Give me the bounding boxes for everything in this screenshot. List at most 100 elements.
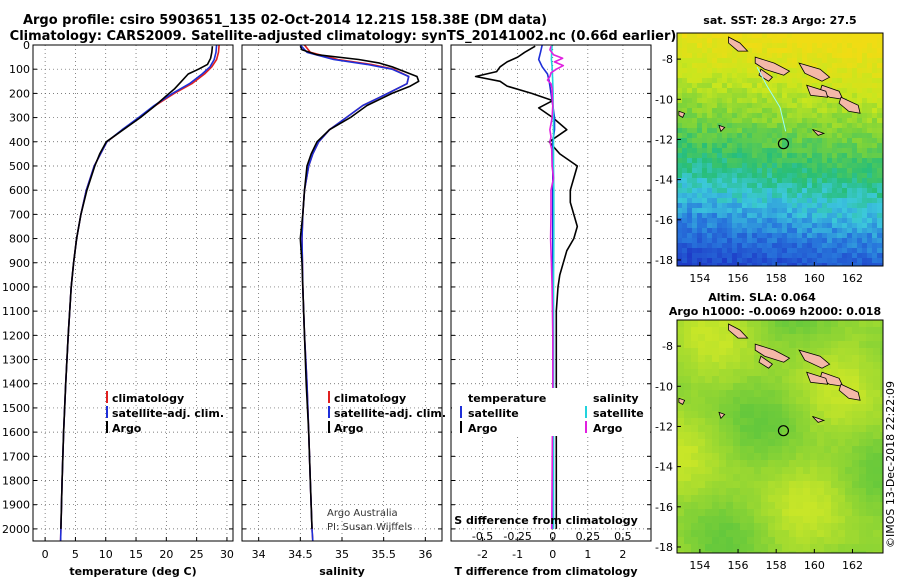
- map-cell: [702, 138, 708, 144]
- map-cell: [697, 143, 703, 149]
- difference-frame: [450, 44, 652, 542]
- map-cell: [852, 544, 860, 552]
- map-cell: [747, 98, 753, 104]
- map-cell: [740, 467, 748, 475]
- map-cell: [842, 133, 848, 139]
- map-cell: [838, 502, 846, 510]
- map-cell: [852, 362, 860, 370]
- map-cell: [866, 418, 874, 426]
- map-cell: [742, 263, 748, 266]
- map-cell: [754, 383, 762, 391]
- map-cell: [822, 68, 828, 74]
- map-cell: [677, 48, 683, 54]
- map-cell: [702, 53, 708, 59]
- map-cell: [862, 258, 868, 264]
- map-cell: [822, 243, 828, 249]
- map-cell: [737, 218, 743, 224]
- map-cell: [677, 158, 683, 164]
- map-cell: [705, 341, 713, 349]
- map-cell: [754, 376, 762, 384]
- legend-satellite-label: satellite-adj. clim.: [334, 407, 446, 420]
- map-cell: [872, 178, 878, 184]
- map-cell: [737, 158, 743, 164]
- map-cell: [792, 108, 798, 114]
- map-cell: [777, 93, 783, 99]
- map-cell: [733, 544, 741, 552]
- map-cell: [752, 103, 758, 109]
- map-cell: [824, 425, 832, 433]
- map-cell: [807, 163, 813, 169]
- map-cell: [873, 474, 881, 482]
- map-cell: [842, 73, 848, 79]
- map-cell: [824, 523, 832, 531]
- map-cell: [762, 243, 768, 249]
- map-cell: [692, 218, 698, 224]
- map-cell: [782, 516, 790, 524]
- map-cell: [742, 68, 748, 74]
- map-cell: [817, 523, 825, 531]
- map-cell: [733, 530, 741, 538]
- map-cell: [782, 63, 788, 69]
- map-cell: [737, 83, 743, 89]
- map-cell: [702, 143, 708, 149]
- map-cell: [697, 253, 703, 259]
- map-cell: [697, 213, 703, 219]
- map-cell: [768, 383, 776, 391]
- map-cell: [827, 133, 833, 139]
- map-cell: [687, 243, 693, 249]
- map-cell: [880, 376, 883, 384]
- map-cell: [687, 218, 693, 224]
- map-cell: [873, 348, 881, 356]
- map-cell: [857, 213, 863, 219]
- map-cell: [757, 88, 763, 94]
- map-cell: [692, 193, 698, 199]
- map-cell: [810, 327, 818, 335]
- map-cell: [831, 348, 839, 356]
- map-cell: [775, 362, 783, 370]
- map-cell: [792, 218, 798, 224]
- map-cell: [761, 523, 769, 531]
- map-cell: [827, 103, 833, 109]
- map-cell: [797, 193, 803, 199]
- map-cell: [817, 213, 823, 219]
- map-cell: [777, 248, 783, 254]
- map-cell: [698, 481, 706, 489]
- map-cell: [747, 238, 753, 244]
- map-cell: [692, 133, 698, 139]
- map-cell: [807, 183, 813, 189]
- map-cell: [717, 188, 723, 194]
- map-cell: [842, 93, 848, 99]
- map-cell: [775, 502, 783, 510]
- map-cell: [767, 228, 773, 234]
- map-cell: [777, 243, 783, 249]
- island: [728, 36, 749, 52]
- island: [812, 416, 826, 423]
- map-cell: [803, 551, 811, 553]
- map-cell: [847, 248, 853, 254]
- map-cell: [677, 173, 683, 179]
- map-cell: [762, 208, 768, 214]
- map-cell: [803, 362, 811, 370]
- map-cell: [705, 404, 713, 412]
- map-cell: [867, 53, 873, 59]
- map-cell: [877, 143, 883, 149]
- difference-xlabel: T difference from climatology: [454, 565, 637, 578]
- map-cell: [817, 183, 823, 189]
- map-cell: [687, 63, 693, 69]
- map-cell: [852, 348, 860, 356]
- map-cell: [787, 168, 793, 174]
- map-cell: [867, 153, 873, 159]
- map-cell: [677, 488, 685, 496]
- map-cell: [733, 425, 741, 433]
- map-cell: [682, 128, 688, 134]
- map-cell: [702, 198, 708, 204]
- map-cell: [719, 488, 727, 496]
- map-cell: [822, 218, 828, 224]
- map-cell: [824, 404, 832, 412]
- map-cell: [837, 138, 843, 144]
- map-cell: [796, 474, 804, 482]
- map-cell: [782, 327, 790, 335]
- map-cell: [827, 83, 833, 89]
- map-cell: [732, 163, 738, 169]
- map-cell: [857, 63, 863, 69]
